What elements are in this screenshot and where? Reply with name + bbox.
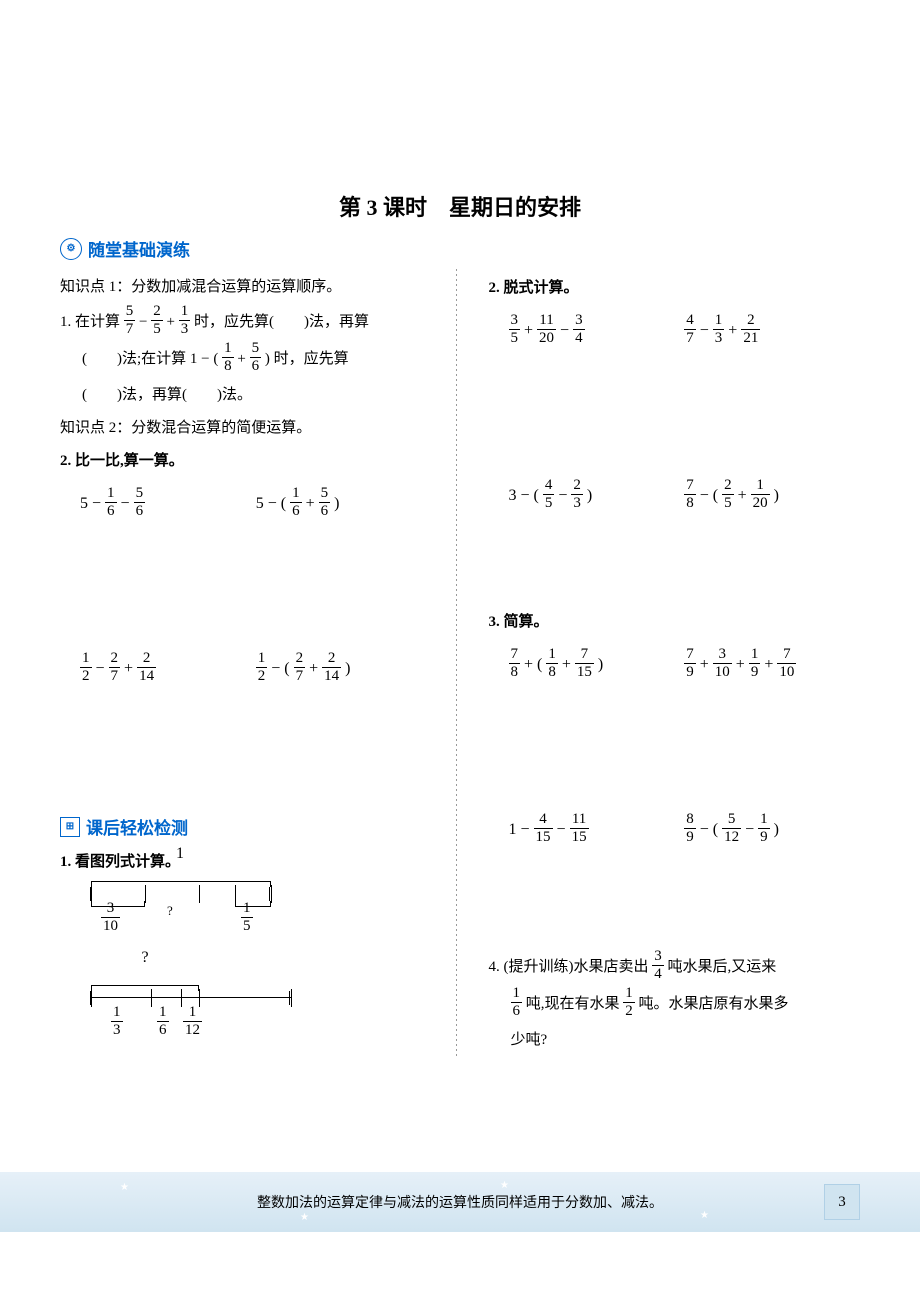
frac-3-4: 34 bbox=[652, 949, 664, 982]
expr-c: 12 − 27 + 214 bbox=[80, 653, 256, 686]
q1-l2a: ( )法;在计算 1 − ( bbox=[82, 350, 218, 366]
r-q4-l2: 16 吨,现在有水果 12 吨。水果店原有水果多 bbox=[489, 988, 861, 1021]
q1-l2b: ) 时，应先算 bbox=[265, 350, 349, 366]
expr-row-2: 12 − 27 + 214 12 − ( 27 + 214 ) bbox=[80, 653, 432, 686]
frac-5-6: 56 bbox=[250, 341, 262, 374]
kp1: 知识点 1：分数加减混合运算的运算顺序。 bbox=[60, 273, 432, 302]
frac-1-2b: 12 bbox=[623, 986, 635, 1019]
expr-r1a: 35 + 1120 − 34 bbox=[509, 315, 685, 348]
gear-icon: ⚙ bbox=[60, 238, 82, 260]
d1-mid: ? bbox=[167, 903, 173, 919]
expr-r2b: 78 − ( 25 + 120 ) bbox=[684, 480, 860, 513]
section-kehou: ⊞ 课后轻松检测 bbox=[60, 814, 432, 839]
frac-2-5: 25 bbox=[151, 304, 163, 337]
r-row3: 78 + ( 18 + 715 ) 79 + 310 + 19 + 710 bbox=[509, 649, 861, 682]
expr-row-1: 5 − 16 − 56 5 − ( 16 + 56 ) bbox=[80, 488, 432, 521]
frac-1-3: 13 bbox=[179, 304, 191, 337]
expr-r4b: 89 − ( 512 − 19 ) bbox=[684, 814, 860, 847]
q2-title: 2. 比一比,算一算。 bbox=[60, 446, 432, 476]
two-column-layout: 知识点 1：分数加减混合运算的运算顺序。 1. 在计算 57 − 25 + 13… bbox=[60, 269, 860, 1059]
page-number: 3 bbox=[824, 1184, 860, 1220]
q4b: 吨水果后,又运来 bbox=[668, 959, 777, 975]
expr-r3a: 78 + ( 18 + 715 ) bbox=[509, 649, 685, 682]
footer-bar: ★ ★ ★ ★ 整数加法的运算定律与减法的运算性质同样适用于分数加、减法。 bbox=[0, 1172, 920, 1232]
d1-left: 310 bbox=[101, 903, 120, 936]
d2-b: 16 bbox=[157, 1007, 169, 1040]
q1-pre: 1. 在计算 bbox=[60, 313, 120, 329]
q1-line1: 1. 在计算 57 − 25 + 13 时，应先算( )法，再算 bbox=[60, 306, 432, 339]
q1-mid1: 时，应先算( )法，再算 bbox=[194, 313, 369, 329]
left-column: 知识点 1：分数加减混合运算的运算顺序。 1. 在计算 57 − 25 + 13… bbox=[60, 269, 432, 1059]
q4d: 吨。水果店原有水果多 bbox=[639, 996, 789, 1012]
expr-r4a: 1 − 415 − 1115 bbox=[509, 814, 685, 847]
r-row1: 35 + 1120 − 34 47 − 13 + 221 bbox=[509, 315, 861, 348]
kp2: 知识点 2：分数混合运算的简便运算。 bbox=[60, 414, 432, 443]
column-divider bbox=[456, 269, 457, 1059]
d2-top: ? bbox=[141, 949, 148, 966]
d1-total: 1 bbox=[176, 845, 184, 862]
expr-d: 12 − ( 27 + 214 ) bbox=[256, 653, 432, 686]
q4c: 吨,现在有水果 bbox=[526, 996, 620, 1012]
d1-right: 15 bbox=[241, 903, 253, 936]
right-column: 2. 脱式计算。 35 + 1120 − 34 47 − 13 + 221 3 … bbox=[481, 269, 861, 1059]
r-q4-l1: 4. (提升训练)水果店卖出 34 吨水果后,又运来 bbox=[489, 951, 861, 984]
section-suitang: ⚙ 随堂基础演练 bbox=[60, 236, 860, 261]
calculator-icon: ⊞ bbox=[60, 817, 80, 837]
expr-a: 5 − 16 − 56 bbox=[80, 488, 256, 521]
d2-a: 13 bbox=[111, 1007, 123, 1040]
r-row4: 1 − 415 − 1115 89 − ( 512 − 19 ) bbox=[509, 814, 861, 847]
r-q2: 2. 脱式计算。 bbox=[489, 273, 861, 303]
expr-r2a: 3 − ( 45 − 23 ) bbox=[509, 480, 685, 513]
frac-5-7: 57 bbox=[124, 304, 136, 337]
section-suitang-label: 随堂基础演练 bbox=[88, 236, 190, 261]
frac-1-6b: 16 bbox=[511, 986, 523, 1019]
q4a: 4. (提升训练)水果店卖出 bbox=[489, 959, 649, 975]
frac-1-8: 18 bbox=[222, 341, 234, 374]
r-q4-l3: 少吨? bbox=[489, 1025, 861, 1055]
lesson-title: 第 3 课时 星期日的安排 bbox=[60, 190, 860, 222]
footer-text: 整数加法的运算定律与减法的运算性质同样适用于分数加、减法。 bbox=[257, 1192, 663, 1212]
diagram-1: 1 310 ? 15 bbox=[90, 887, 432, 901]
expr-b: 5 − ( 16 + 56 ) bbox=[256, 488, 432, 521]
expr-r1b: 47 − 13 + 221 bbox=[684, 315, 860, 348]
star-icon: ★ bbox=[700, 1210, 709, 1221]
section-kehou-label: 课后轻松检测 bbox=[86, 814, 188, 839]
star-icon: ★ bbox=[500, 1180, 509, 1191]
diagram-2: ? 13 16 112 bbox=[90, 991, 432, 1005]
star-icon: ★ bbox=[300, 1212, 309, 1223]
r-q3: 3. 简算。 bbox=[489, 607, 861, 637]
q1-line2: ( )法;在计算 1 − ( 18 + 56 ) 时，应先算 bbox=[60, 343, 432, 376]
star-icon: ★ bbox=[120, 1182, 129, 1193]
expr-r3b: 79 + 310 + 19 + 710 bbox=[684, 649, 860, 682]
d2-c: 112 bbox=[183, 1007, 202, 1040]
r-row2: 3 − ( 45 − 23 ) 78 − ( 25 + 120 ) bbox=[509, 480, 861, 513]
q1-line3: ( )法，再算( )法。 bbox=[60, 380, 432, 410]
